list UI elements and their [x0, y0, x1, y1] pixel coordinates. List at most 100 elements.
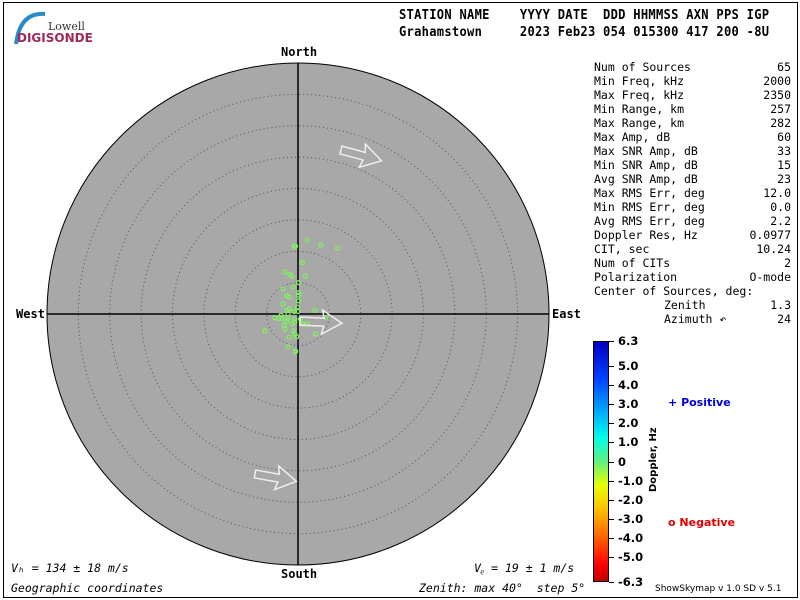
stat-value: 257	[770, 102, 791, 116]
stat-row: Center of Sources, deg:	[594, 284, 791, 298]
source-point	[262, 328, 268, 334]
source-point	[282, 326, 288, 332]
stat-label: Num of CITs	[594, 256, 671, 270]
colorbar-tick-label: -3.0	[618, 511, 644, 526]
source-point	[295, 308, 301, 315]
stat-row: Num of CITs 2	[594, 256, 791, 270]
colorbar-tick-label: 2.0	[618, 416, 639, 431]
stat-value: 2.2	[770, 214, 791, 228]
source-point	[302, 273, 309, 279]
zenith-scale: Zenith: max 40° step 5°	[419, 581, 586, 595]
source-point	[317, 242, 324, 248]
source-point	[286, 294, 292, 300]
colorbar-tick	[609, 538, 614, 539]
digisonde-logo-arc	[14, 11, 46, 45]
stat-label: Azimuth ↶	[664, 312, 727, 326]
stat-label: Max Freq, kHz	[594, 88, 685, 102]
stat-label: Max SNR Amp, dB	[594, 144, 698, 158]
stat-row: Min RMS Err, deg 0.0	[594, 200, 791, 214]
stat-value: 33	[777, 144, 791, 158]
stat-value: 24	[777, 312, 791, 326]
stat-label: Min SNR Amp, dB	[594, 158, 698, 172]
west-label: West	[16, 307, 45, 321]
velocity-arrow-icon	[299, 308, 344, 336]
stat-value: 65	[777, 60, 791, 74]
version-label: ShowSkymap v 1.0 SD v 5.1	[655, 584, 782, 594]
source-point	[279, 315, 285, 322]
source-point	[280, 286, 286, 292]
colorbar-tick-label: 1.0	[618, 435, 639, 450]
stat-row: Azimuth ↶ 24	[594, 312, 791, 326]
source-point	[286, 334, 292, 340]
source-point	[299, 259, 306, 266]
source-point	[292, 331, 298, 337]
stat-row: CIT, sec 10.24	[594, 242, 791, 256]
colorbar-tick	[609, 423, 614, 425]
stat-row: Zenith 1.3	[594, 298, 791, 312]
stat-value: 282	[770, 116, 791, 130]
source-point	[292, 243, 299, 249]
south-label: South	[281, 567, 318, 581]
stat-value: 2	[784, 256, 791, 270]
stat-value: 2350	[763, 88, 791, 102]
stat-row: Avg SNR Amp, dB 23	[594, 172, 791, 186]
source-point	[285, 343, 291, 350]
stat-label: Min Range, km	[594, 102, 685, 116]
stat-label: Doppler Res, Hz	[594, 228, 698, 242]
stat-label: Max Amp, dB	[594, 130, 671, 144]
stat-value: 12.0	[763, 186, 791, 200]
colorbar-tick-label: 6.3	[618, 334, 639, 348]
stat-row: Num of Sources 65	[594, 60, 791, 74]
colorbar-tick-label: -2.0	[618, 492, 644, 507]
stat-label: CIT, sec	[594, 242, 650, 256]
vertical-velocity: Vᵨ = 19 ± 1 m/s	[474, 561, 575, 575]
stat-row: Avg RMS Err, deg 2.2	[594, 214, 791, 228]
colorbar-tick-label: -5.0	[618, 550, 644, 565]
header-values: Grahamstown 2023 Feb23 054 015300 417 20…	[399, 25, 770, 40]
logo-lowell: Lowell	[48, 20, 85, 33]
stat-row: Min Freq, kHz 2000	[594, 74, 791, 88]
colorbar-tick-label: 4.0	[618, 377, 639, 392]
stats-panel: Num of Sources 65 Min Freq, kHz 2000 Max Fre…	[594, 60, 791, 326]
colorbar-tick	[609, 480, 614, 482]
circle-icon: o	[668, 516, 676, 529]
colorbar-tick-label: 0	[618, 454, 627, 469]
stat-label: Min RMS Err, deg	[594, 200, 705, 214]
legend-negative-label: Negative	[679, 516, 736, 529]
source-point	[278, 312, 284, 318]
colorbar-tick	[609, 582, 614, 583]
stat-value: 23	[777, 172, 791, 186]
stat-label: Zenith	[664, 298, 706, 312]
skymap-plot	[46, 62, 550, 566]
source-point	[275, 315, 282, 322]
colorbar-tick	[609, 557, 614, 559]
stat-row: Min Range, km 257	[594, 102, 791, 116]
stat-label: Min Freq, kHz	[594, 74, 685, 88]
colorbar-tick	[609, 518, 614, 520]
stat-row: Min SNR Amp, dB 15	[594, 158, 791, 172]
stat-row: Max Amp, dB 60	[594, 130, 791, 144]
source-point	[312, 331, 319, 337]
stat-label: Avg RMS Err, deg	[594, 214, 705, 228]
stat-value: 0.0	[770, 200, 791, 214]
stat-row: Max Range, km 282	[594, 116, 791, 130]
stat-value: 1.3	[770, 298, 791, 312]
colorbar-tick-label: -6.3	[618, 575, 644, 589]
source-point	[289, 273, 295, 280]
colorbar-title: Doppler, Hz	[648, 427, 659, 492]
legend-positive: + Positive	[668, 396, 731, 409]
stat-value: 60	[777, 130, 791, 144]
stat-row: Polarization O-mode	[594, 270, 791, 284]
source-point	[295, 279, 302, 286]
stat-label: Avg SNR Amp, dB	[594, 172, 698, 186]
stat-value: 10.24	[756, 242, 791, 256]
colorbar-tick	[609, 384, 614, 386]
source-point	[289, 321, 295, 327]
legend-positive-label: Positive	[681, 396, 731, 409]
source-point	[292, 348, 299, 355]
stat-row: Max RMS Err, deg 12.0	[594, 186, 791, 200]
stat-label: Max Range, km	[594, 116, 685, 130]
velocity-arrow-icon	[253, 464, 298, 491]
source-point	[312, 307, 318, 313]
stat-row: Max Freq, kHz 2350	[594, 88, 791, 102]
